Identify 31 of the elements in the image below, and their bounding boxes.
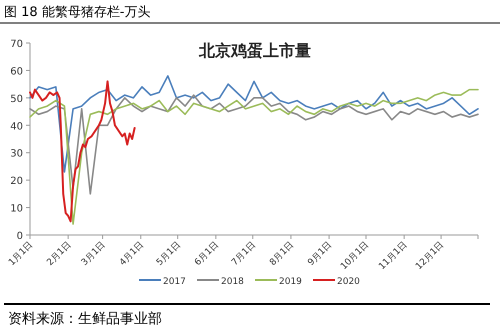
line-series (29, 88, 479, 225)
legend-label: 2018 (221, 277, 244, 287)
caption: 图 18 能繁母猪存栏-万头 (4, 5, 150, 20)
line-series (29, 80, 136, 222)
legend-label: 2017 (163, 277, 186, 287)
y-tick-label: 0 (16, 231, 23, 242)
y-tick-label: 50 (10, 94, 23, 105)
x-tick-label: 10月1日 (339, 240, 372, 272)
y-tick-label: 70 (10, 39, 23, 50)
y-tick-label: 40 (10, 121, 23, 132)
legend-label: 2019 (279, 277, 302, 287)
x-tick-label: 9月1日 (306, 240, 334, 268)
x-tick-label: 11月1日 (377, 240, 410, 272)
text: 资料来源：生鲜品事业部 (8, 311, 162, 327)
y-tick-label: 20 (10, 176, 23, 188)
x-tick-label: 8月1日 (268, 240, 296, 268)
line-series (29, 75, 479, 173)
legend-label: 2020 (337, 277, 360, 287)
x-tick-label: 4月1日 (118, 240, 146, 268)
y-tick-label: 10 (10, 204, 23, 215)
y-tick-label: 60 (10, 66, 23, 78)
chart-title: 北京鸡蛋上市量 (198, 41, 311, 60)
y-tick-label: 30 (10, 148, 23, 160)
x-tick-label: 12月1日 (414, 240, 446, 272)
x-tick-label: 2月1日 (45, 240, 74, 268)
line-series (29, 94, 479, 195)
x-tick-label: 1月1日 (7, 240, 36, 268)
x-tick-label: 7月1日 (230, 240, 258, 268)
x-tick-label: 6月1日 (193, 240, 221, 268)
x-tick-label: 3月1日 (80, 240, 108, 268)
x-tick-label: 5月1日 (154, 240, 183, 268)
